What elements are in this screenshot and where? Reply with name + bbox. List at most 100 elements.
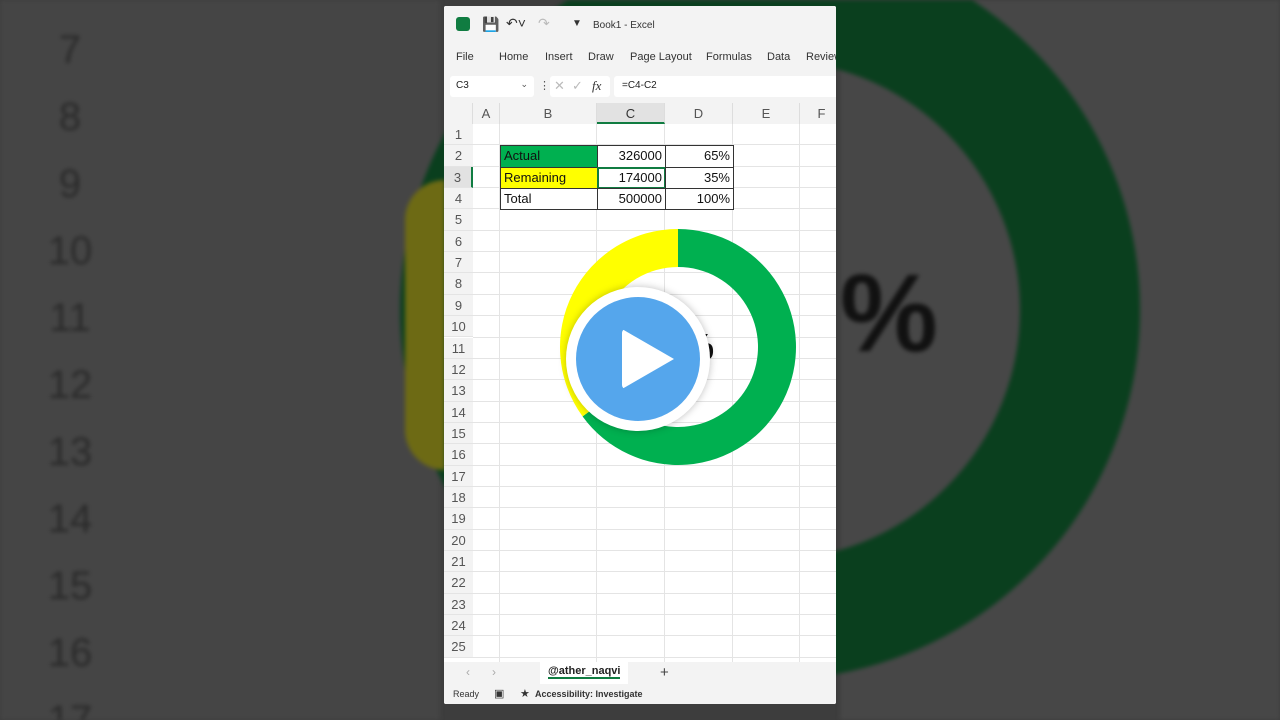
name-box-value: C3 (456, 80, 469, 91)
background-row-number: 17 (47, 698, 93, 720)
row-header-18[interactable]: 18 (444, 486, 473, 509)
column-header-d[interactable]: D (665, 103, 733, 124)
cell-percent[interactable]: 100% (665, 188, 734, 211)
background-row-number: 10 (47, 229, 93, 273)
gridline (473, 528, 836, 530)
row-header-1[interactable]: 1 (444, 124, 473, 146)
macro-recording-icon[interactable]: ▣ (494, 688, 505, 700)
gridline (473, 485, 836, 487)
gridline (473, 144, 836, 146)
ribbon-tab-formulas[interactable]: Formulas (706, 51, 752, 63)
background-row-number: 9 (58, 162, 82, 206)
gridline (473, 464, 836, 466)
row-header-7[interactable]: 7 (444, 252, 473, 274)
status-bar: Ready ▣ ★ Accessibility: Investigate (444, 684, 836, 704)
row-header-25[interactable]: 25 (444, 636, 473, 658)
row-header-4[interactable]: 4 (444, 188, 473, 210)
background-left (0, 0, 440, 720)
background-row-number: 12 (47, 363, 93, 407)
gridline (473, 272, 836, 274)
scroll-left-icon[interactable]: ‹ (466, 665, 470, 679)
chevron-down-icon[interactable]: ⌄ (520, 79, 528, 89)
name-box[interactable]: C3 ⌄ (450, 76, 534, 97)
accessibility-status[interactable]: Accessibility: Investigate (535, 689, 643, 699)
gridline (473, 614, 836, 616)
cell-value[interactable]: 500000 (597, 188, 666, 211)
background-percent-label: % (840, 252, 938, 375)
undo-icon[interactable]: ↶˅ (506, 15, 526, 31)
sheet-tab-active[interactable]: @ather_naqvi (540, 662, 629, 684)
play-button-circle (576, 297, 700, 421)
column-header-b[interactable]: B (500, 103, 597, 124)
gridline (473, 507, 836, 509)
ribbon-tab-page-layout[interactable]: Page Layout (630, 51, 692, 63)
select-all-corner[interactable] (444, 103, 473, 124)
gridline (473, 550, 836, 551)
row-header-22[interactable]: 22 (444, 572, 473, 594)
row-header-2[interactable]: 2 (444, 145, 473, 167)
gridline (499, 124, 500, 664)
row-header-14[interactable]: 14 (444, 401, 473, 423)
background-row-number: 14 (47, 497, 93, 541)
row-header-24[interactable]: 24 (444, 615, 473, 637)
redo-icon[interactable]: ↷ (538, 15, 550, 31)
ribbon-tab-insert[interactable]: Insert (545, 51, 573, 63)
accessibility-icon[interactable]: ★ (520, 688, 530, 700)
play-icon (622, 329, 674, 389)
column-header-a[interactable]: A (473, 103, 500, 124)
column-header-f[interactable]: F (800, 103, 836, 124)
row-header-17[interactable]: 17 (444, 465, 473, 487)
row-header-13[interactable]: 13 (444, 380, 473, 402)
scroll-right-icon[interactable]: › (492, 665, 496, 679)
formula-input[interactable]: =C4-C2 (614, 76, 836, 97)
ribbon-tab-file[interactable]: File (456, 51, 474, 63)
column-header-e[interactable]: E (733, 103, 800, 124)
row-header-15[interactable]: 15 (444, 422, 473, 445)
sheet-tab-label: @ather_naqvi (548, 665, 621, 679)
gridline (473, 635, 836, 637)
row-header-5[interactable]: 5 (444, 209, 473, 231)
row-header-9[interactable]: 9 (444, 294, 473, 317)
cell-value[interactable]: 326000 (597, 145, 666, 168)
row-header-21[interactable]: 21 (444, 551, 473, 573)
background-row-number: 13 (47, 430, 93, 474)
ribbon-tab-data[interactable]: Data (767, 51, 791, 63)
ribbon-tab-review[interactable]: Review (806, 51, 836, 63)
row-header-19[interactable]: 19 (444, 508, 473, 530)
window-title: Book1 - Excel (593, 20, 655, 31)
ribbon-tab-draw[interactable]: Draw (588, 51, 614, 63)
background-yellow-arc (405, 180, 445, 470)
save-icon[interactable]: 💾 (482, 16, 500, 32)
donut-slice-actual[interactable] (582, 229, 796, 466)
excel-window: 💾 ↶˅ ↷ ▼ Book1 - Excel File Home Insert Dra… (444, 6, 836, 704)
insert-function-icon[interactable]: fx (592, 78, 602, 93)
row-header-11[interactable]: 11 (444, 337, 473, 359)
row-header-23[interactable]: 23 (444, 593, 473, 616)
cancel-icon[interactable]: ✕ (554, 78, 565, 93)
customize-toolbar-icon[interactable]: ▼ (572, 18, 582, 29)
background-row-number: 8 (58, 95, 82, 139)
row-header-6[interactable]: 6 (444, 230, 473, 253)
row-header-8[interactable]: 8 (444, 273, 473, 295)
status-ready: Ready (453, 689, 480, 699)
formula-bar: C3 ⌄ ⋮ ✕ ✓ fx =C4-C2 (444, 72, 836, 103)
row-header-10[interactable]: 10 (444, 316, 473, 338)
row-header-16[interactable]: 16 (444, 444, 473, 466)
row-header-3[interactable]: 3 (444, 166, 473, 189)
ribbon-tab-home[interactable]: Home (499, 51, 529, 63)
row-header-12[interactable]: 12 (444, 358, 473, 381)
enter-icon[interactable]: ✓ (572, 78, 583, 93)
gridline (799, 124, 800, 664)
add-sheet-button[interactable]: + (660, 664, 669, 681)
sheet-tab-bar: ‹ › @ather_naqvi + (444, 662, 836, 684)
background-row-number: 11 (49, 296, 91, 340)
gridline (473, 571, 836, 573)
row-header-20[interactable]: 20 (444, 529, 473, 551)
ribbon-tabs: File Home Insert Draw Page Layout Formulas Dat… (444, 44, 836, 72)
gridline (473, 592, 836, 594)
play-button[interactable] (566, 287, 710, 431)
title-bar: 💾 ↶˅ ↷ ▼ Book1 - Excel (444, 6, 836, 44)
column-header-c[interactable]: C (597, 103, 665, 124)
background-row-number: 15 (47, 564, 93, 608)
more-options-icon[interactable]: ⋮ (539, 80, 550, 92)
